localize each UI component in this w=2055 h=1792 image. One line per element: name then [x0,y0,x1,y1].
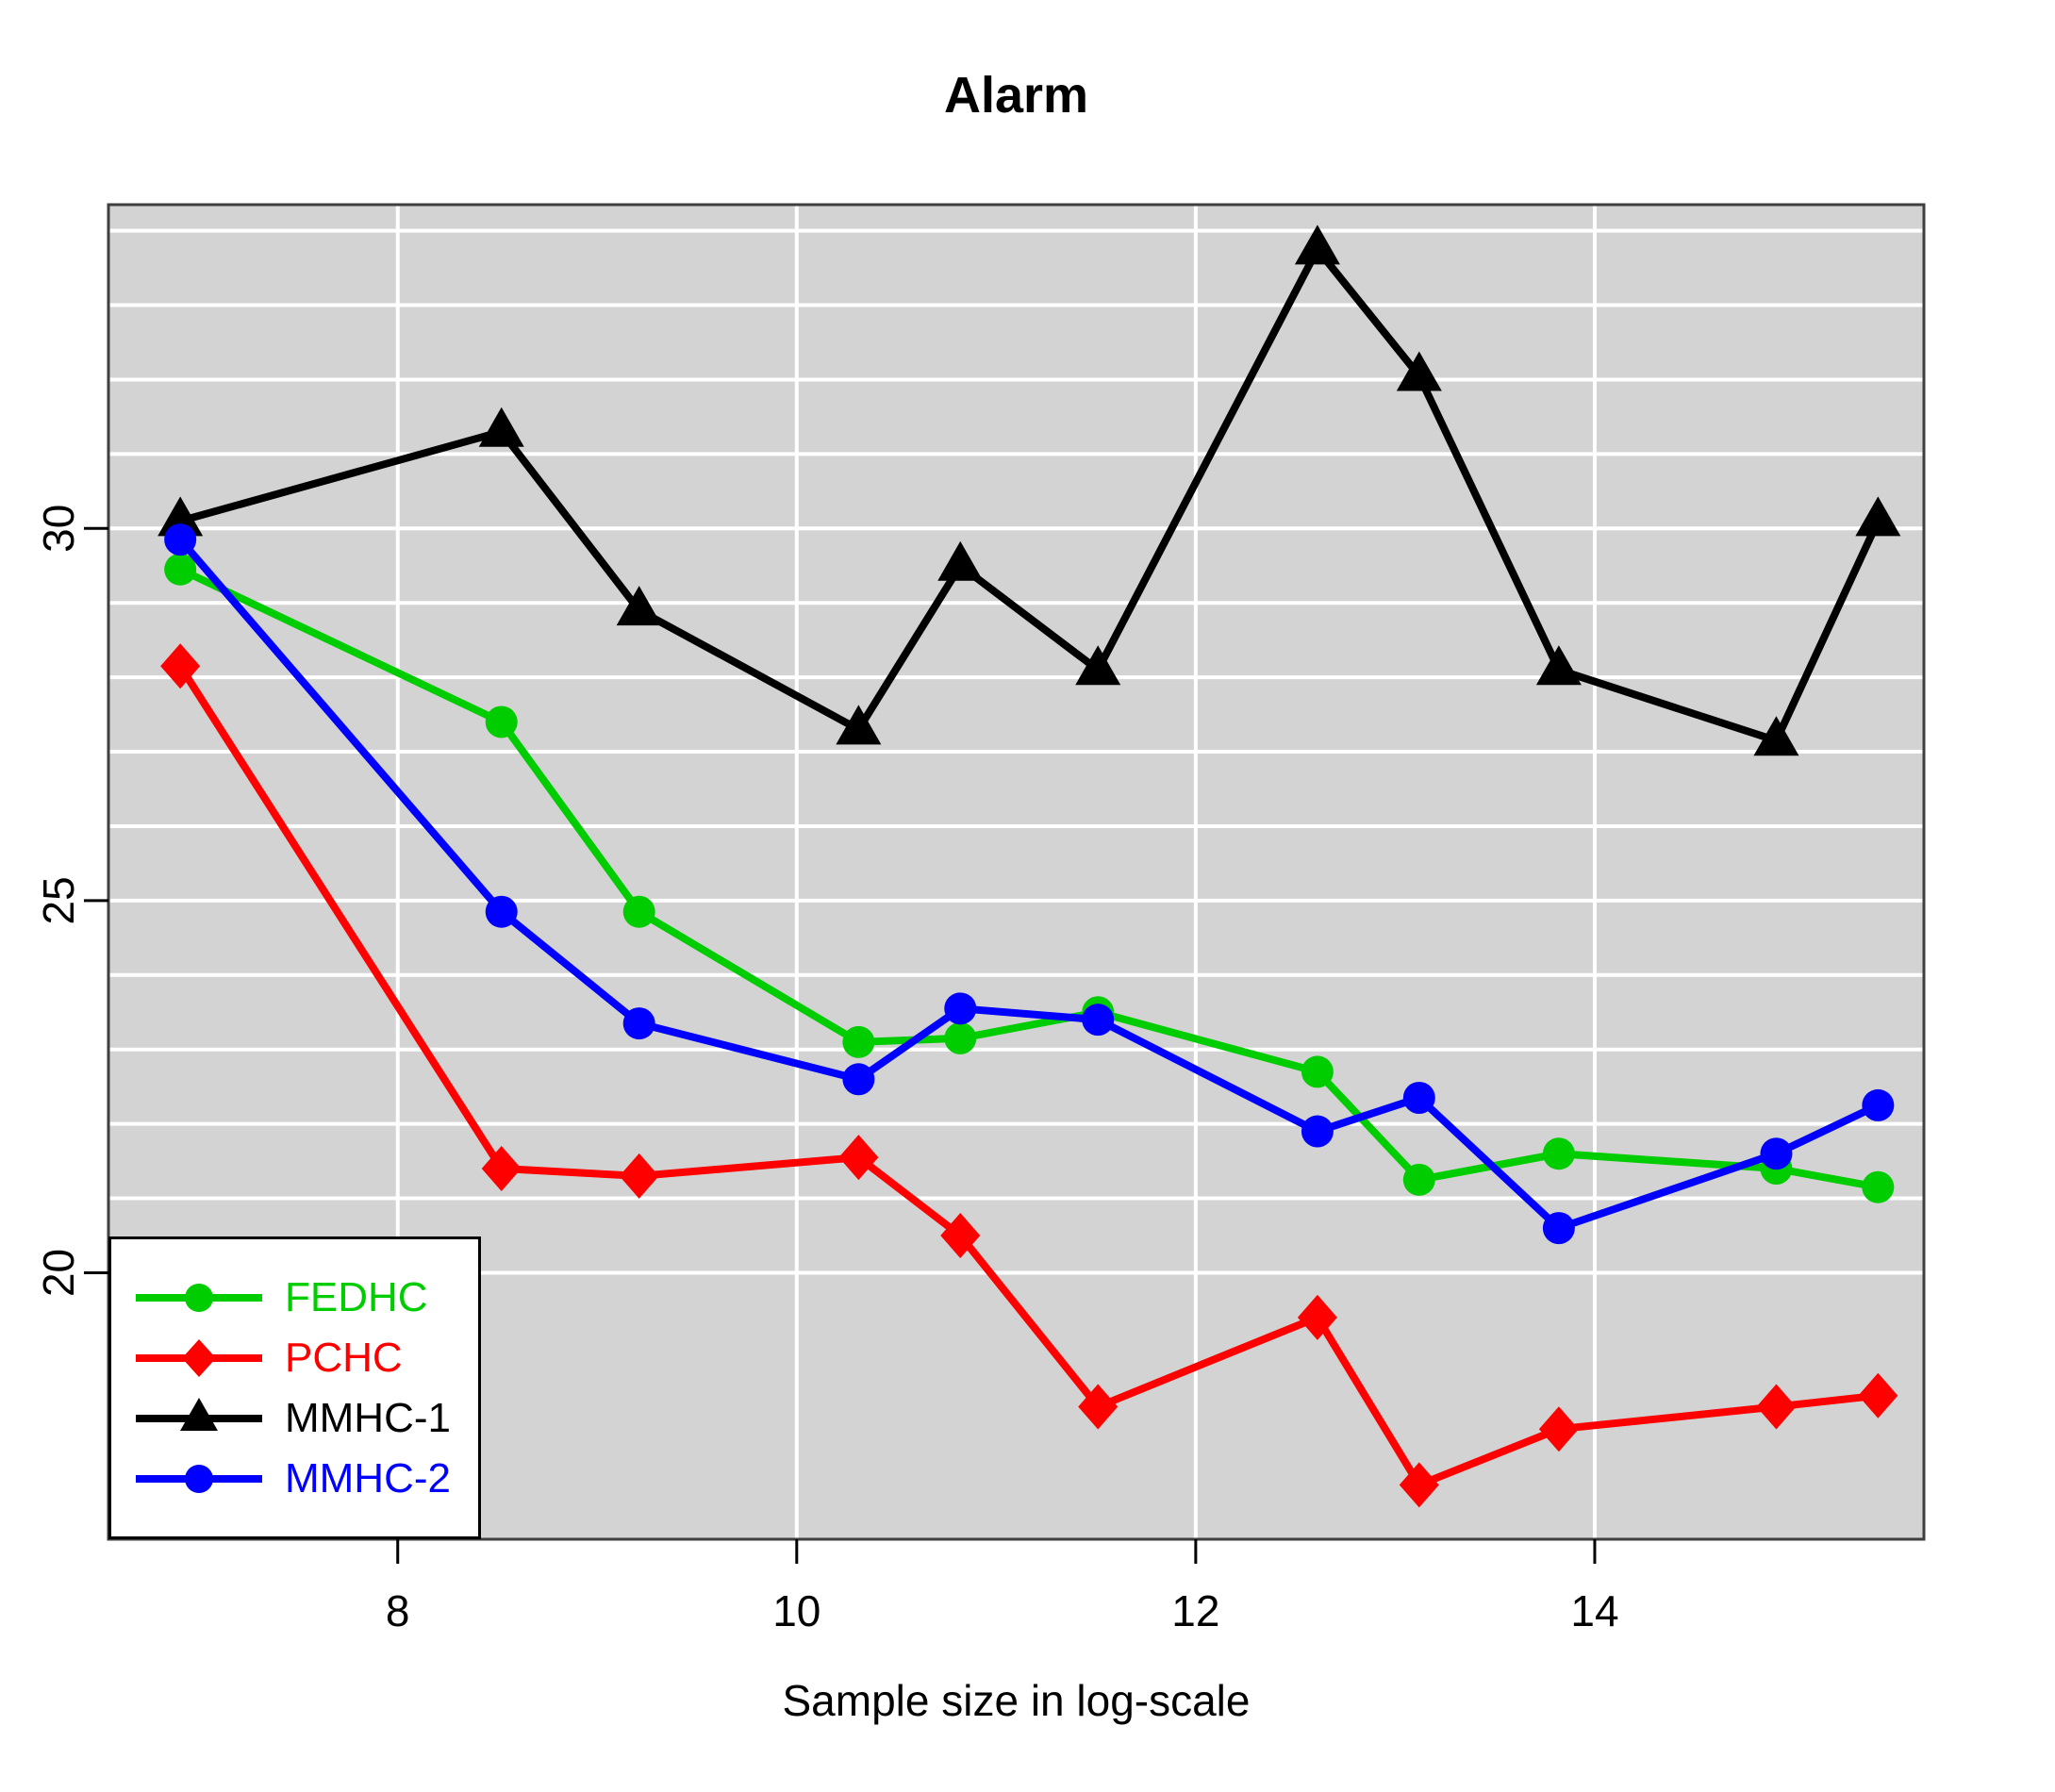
data-point-MMHC-2 [1862,1088,1895,1121]
y-tick-label: 20 [34,1249,83,1297]
data-point-MMHC-1 [1855,496,1901,537]
legend: FEDHC PCHC MMHC-1 MMHC-2 [108,1236,481,1539]
data-point-PCHC [1858,1372,1898,1419]
data-point-MMHC-2 [1301,1115,1334,1148]
x-tick-label: 8 [386,1586,410,1635]
legend-marker-diamond [182,1338,216,1377]
x-tick-label: 14 [1570,1586,1618,1635]
legend-swatch-mmhc-1 [136,1397,262,1431]
data-point-MMHC-2 [622,1007,655,1040]
data-point-MMHC-1 [616,586,662,626]
data-point-FEDHC [944,1021,977,1054]
data-point-PCHC [1399,1462,1439,1508]
data-point-PCHC [1538,1406,1579,1452]
legend-item-fedhc: FEDHC [111,1268,478,1328]
data-point-MMHC-1 [836,705,882,745]
legend-item-mmhc-2: MMHC-2 [111,1449,478,1509]
legend-label: FEDHC [285,1273,428,1320]
y-tick-label: 25 [34,876,83,924]
data-point-FEDHC [1862,1170,1895,1203]
data-point-MMHC-2 [1542,1212,1575,1245]
data-point-PCHC [838,1135,879,1181]
data-point-MMHC-1 [1535,645,1582,686]
data-point-PCHC [160,643,201,689]
y-tick-label: 30 [34,505,83,553]
data-point-FEDHC [842,1025,875,1058]
legend-marker-circle [185,1464,213,1493]
data-point-FEDHC [622,895,655,928]
data-point-FEDHC [485,705,518,738]
plot-border [107,203,1926,1541]
legend-label: MMHC-1 [285,1394,451,1441]
data-point-MMHC-2 [485,895,518,928]
legend-item-mmhc-1: MMHC-1 [111,1388,478,1449]
data-point-MMHC-2 [164,523,197,556]
legend-item-pchc: PCHC [111,1328,478,1388]
data-point-MMHC-2 [1402,1082,1435,1115]
data-point-FEDHC [164,553,197,586]
data-point-MMHC-1 [157,496,204,537]
data-point-FEDHC [1402,1163,1435,1196]
x-axis-label: Sample size in log-scale [782,1676,1251,1725]
data-point-MMHC-1 [1753,716,1799,756]
data-point-PCHC [940,1213,981,1259]
data-point-PCHC [1297,1294,1337,1340]
data-point-MMHC-1 [1396,351,1442,391]
x-tick-label: 10 [772,1586,820,1635]
legend-label: PCHC [285,1334,403,1381]
data-point-MMHC-1 [478,407,524,447]
chart-title: Alarm [943,67,1089,124]
legend-swatch-fedhc [136,1283,262,1312]
legend-swatch-mmhc-2 [136,1464,262,1493]
x-tick-label: 12 [1171,1586,1219,1635]
data-point-PCHC [1078,1384,1119,1430]
data-point-PCHC [619,1153,659,1199]
data-point-MMHC-2 [1082,1004,1115,1037]
data-point-MMHC-1 [937,540,984,581]
data-point-MMHC-2 [1760,1137,1793,1170]
data-point-MMHC-2 [842,1063,875,1096]
data-point-FEDHC [1542,1137,1575,1170]
data-point-MMHC-1 [1294,224,1340,265]
data-point-MMHC-1 [1075,645,1121,686]
data-point-MMHC-2 [944,992,977,1025]
legend-swatch-pchc [136,1338,262,1377]
legend-marker-triangle [180,1397,218,1431]
data-point-PCHC [1756,1384,1797,1430]
legend-marker-circle [185,1283,213,1312]
data-point-PCHC [481,1145,522,1191]
data-point-FEDHC [1301,1055,1334,1088]
legend-label: MMHC-2 [285,1454,451,1502]
